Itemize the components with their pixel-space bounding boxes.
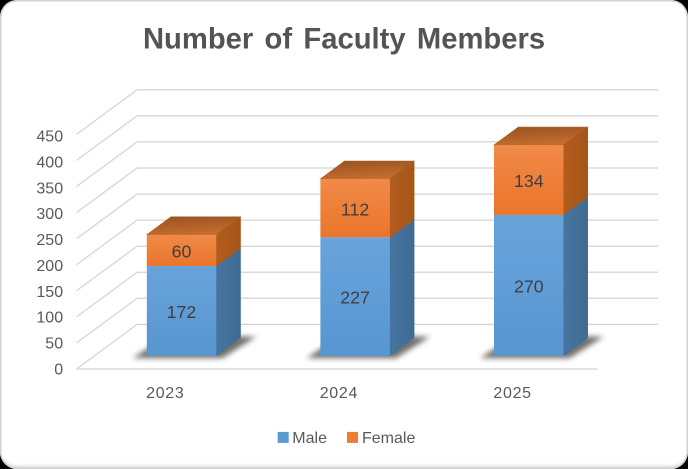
svg-text:200: 200 [36,258,63,275]
svg-text:Number of Faculty Members: Number of Faculty Members [143,23,545,55]
svg-text:Male: Male [292,430,327,447]
svg-text:2024: 2024 [320,385,358,402]
svg-text:0: 0 [54,362,63,379]
svg-text:Female: Female [362,430,415,447]
svg-text:2023: 2023 [146,385,184,402]
svg-text:50: 50 [45,336,63,353]
svg-text:134: 134 [514,171,544,191]
svg-text:350: 350 [36,180,63,197]
svg-text:112: 112 [341,199,369,219]
svg-text:100: 100 [36,310,63,327]
svg-text:250: 250 [36,232,63,249]
svg-text:450: 450 [36,129,63,146]
svg-text:270: 270 [514,276,544,296]
svg-text:300: 300 [36,206,63,223]
svg-text:400: 400 [36,155,63,172]
svg-text:227: 227 [340,288,370,308]
svg-text:150: 150 [36,284,63,301]
svg-text:60: 60 [172,242,192,262]
svg-text:172: 172 [167,302,197,322]
svg-text:2025: 2025 [493,385,531,402]
